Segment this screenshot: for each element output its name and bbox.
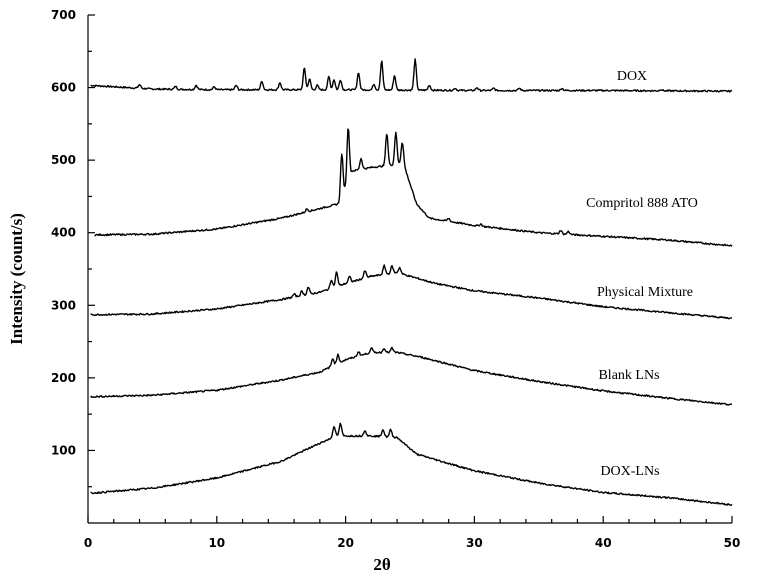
series-line-2	[90, 264, 733, 320]
series-label: Physical Mixture	[597, 285, 693, 300]
y-tick-label: 200	[51, 371, 76, 385]
series-label: Compritol 888 ATO	[586, 196, 698, 211]
series-label: DOX-LNs	[600, 464, 659, 479]
x-tick-label: 20	[337, 536, 354, 550]
x-tick-label: 0	[84, 536, 92, 550]
series-line-3	[90, 346, 733, 406]
y-tick-label: 700	[51, 8, 76, 22]
y-tick-label: 300	[51, 298, 76, 312]
x-tick-label: 50	[724, 536, 741, 550]
x-tick-label: 10	[208, 536, 225, 550]
y-tick-label: 400	[51, 226, 76, 240]
x-tick-label: 30	[466, 536, 483, 550]
traces	[90, 58, 733, 506]
series-line-1	[94, 128, 733, 247]
y-axis-title: Intensity (count/s)	[7, 213, 26, 345]
y-tick-label: 600	[51, 81, 76, 95]
y-tick-label: 100	[51, 443, 76, 457]
series-label: Blank LNs	[598, 368, 659, 383]
y-tick-label: 500	[51, 153, 76, 167]
x-tick-label: 40	[595, 536, 612, 550]
series-labels: DOX Compritol 888 ATO Physical Mixture Blan…	[586, 69, 698, 479]
series-line-4	[90, 422, 733, 506]
ticks: 100 200 300 400 500 600 700 0 10 20 30 40 50	[51, 8, 740, 550]
series-label: DOX	[617, 69, 647, 84]
x-axis-title: 2θ	[373, 555, 391, 574]
series-line-0	[90, 58, 733, 93]
